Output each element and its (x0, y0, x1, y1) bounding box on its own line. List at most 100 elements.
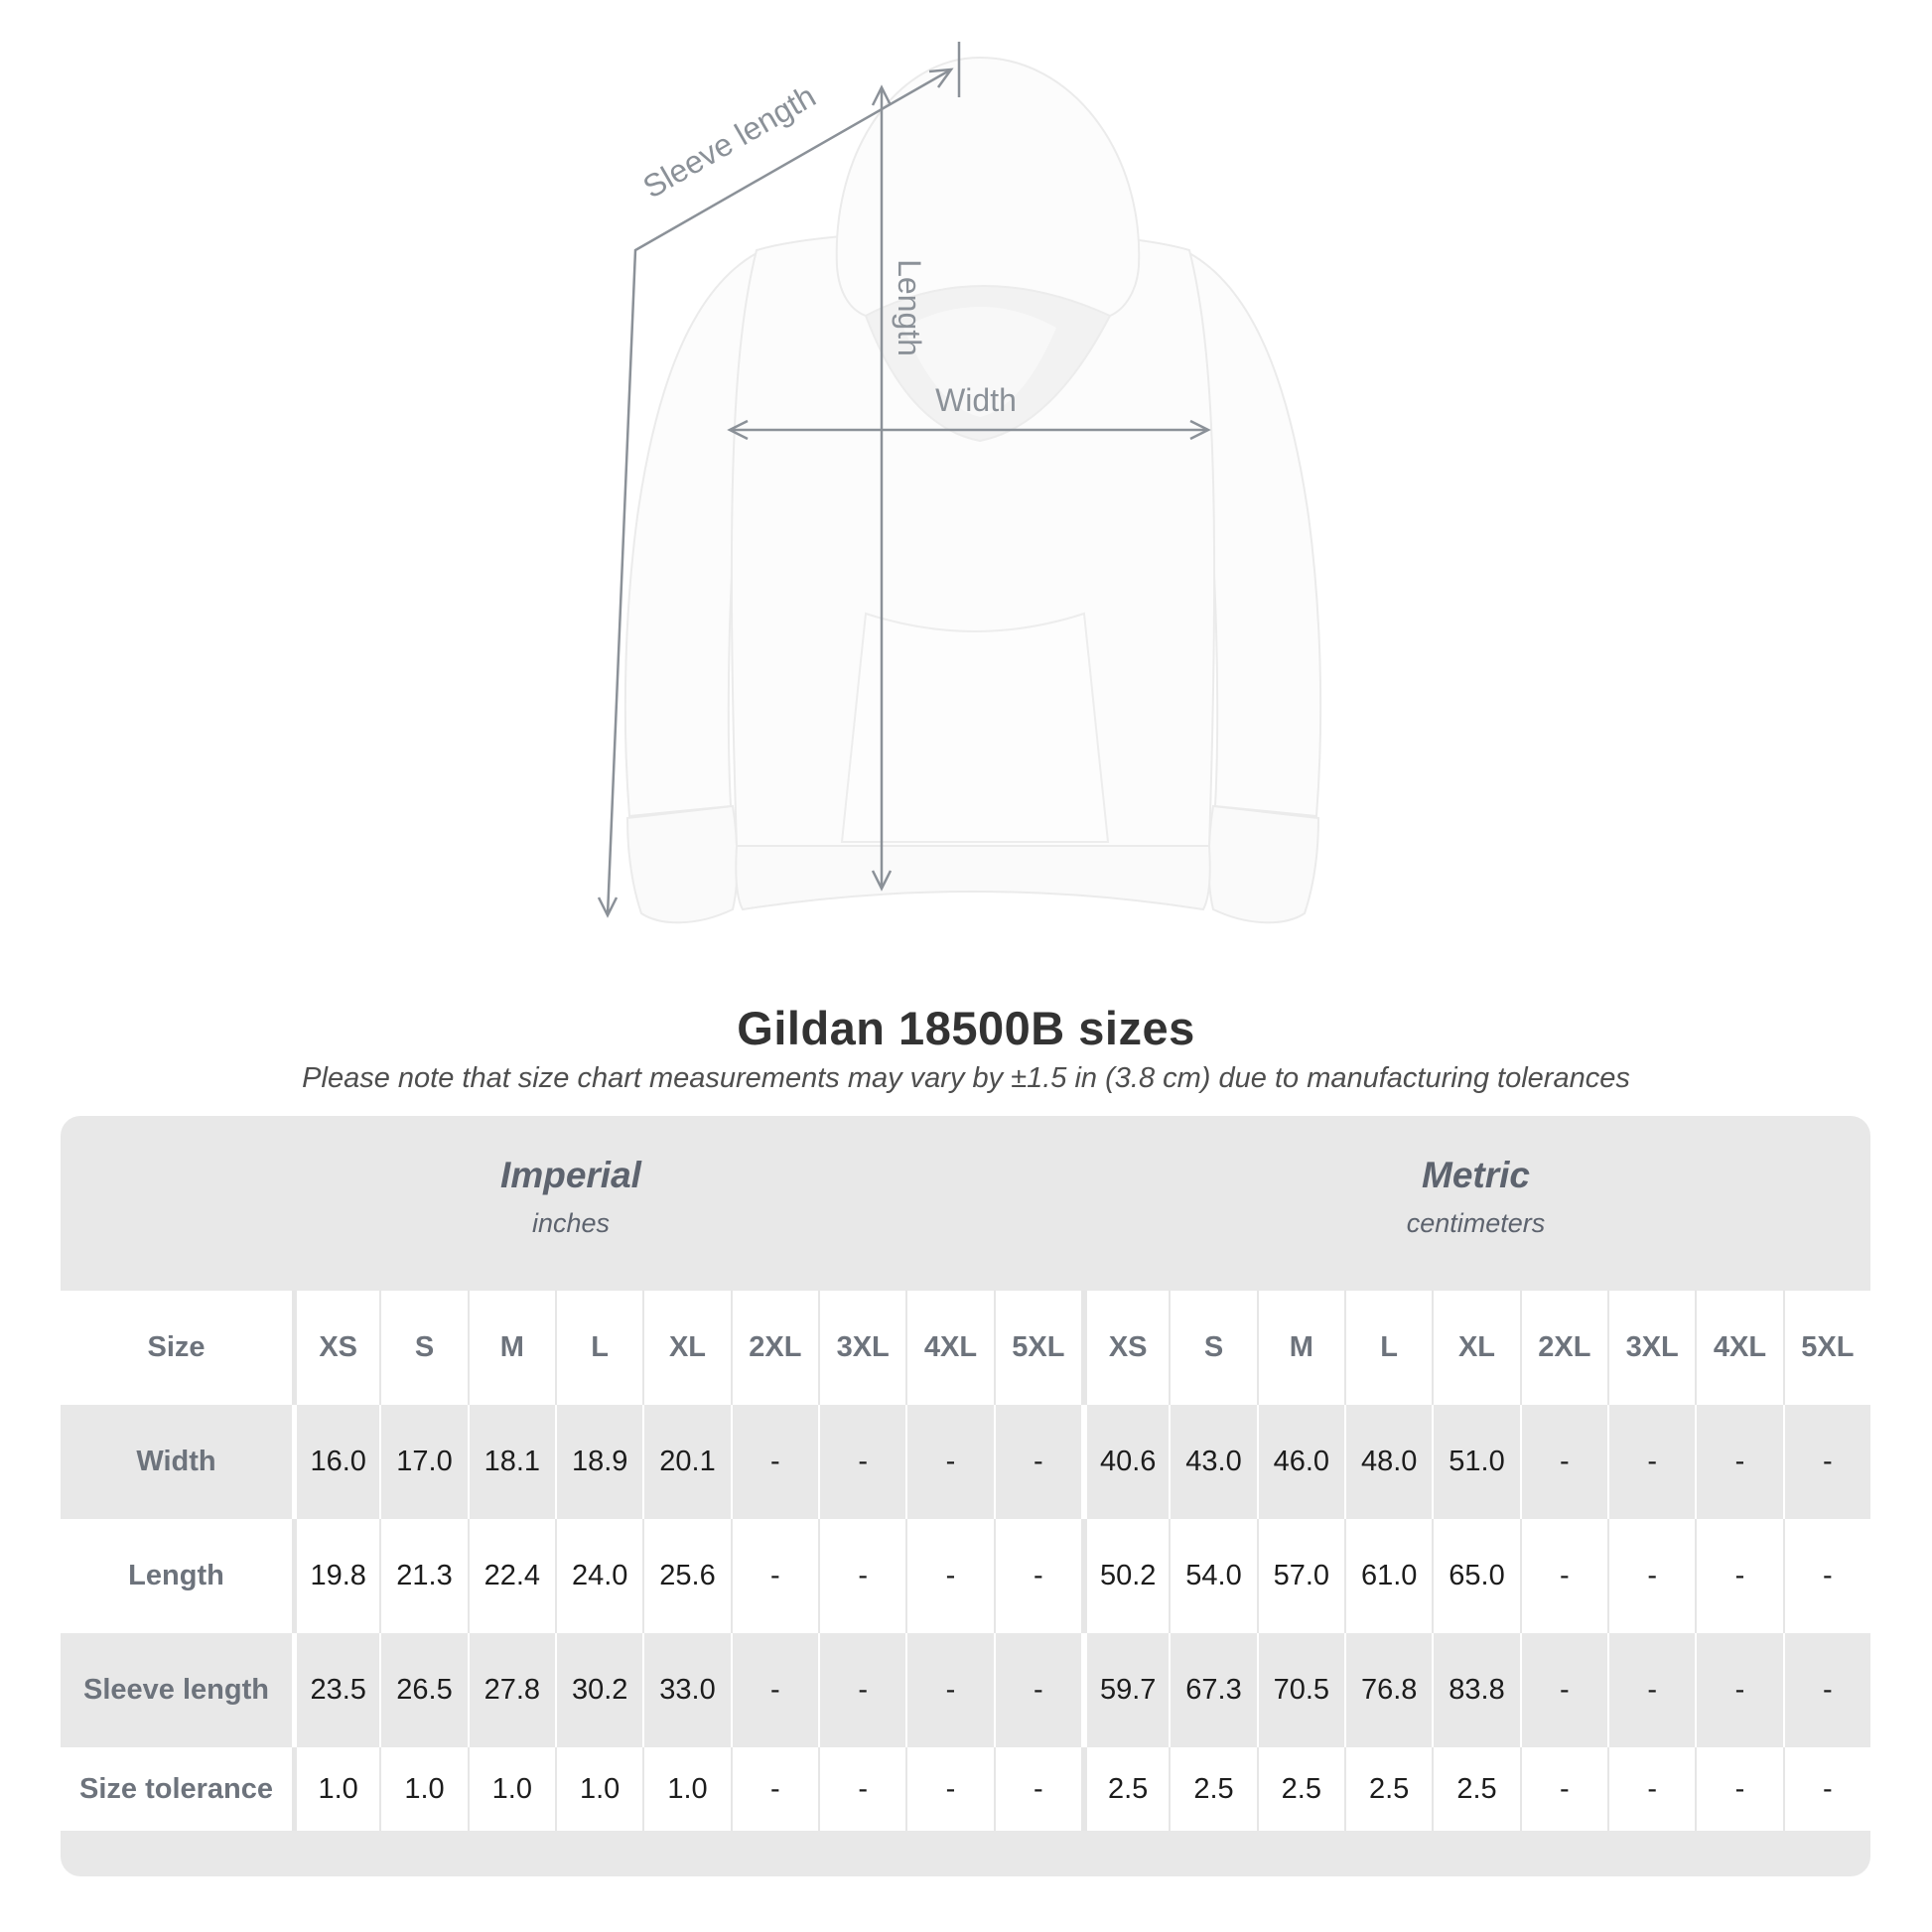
row-label: Length (128, 1560, 224, 1591)
size-value-cell: - (1607, 1633, 1695, 1747)
size-col-header: L (1344, 1291, 1432, 1405)
size-table-rows: Size XS S M L XL 2XL 3XL 4XL 5XL XS S M L XL 2XL 3XL 4XL 5… (61, 1291, 1870, 1831)
size-value-cell: 43.0 (1169, 1405, 1256, 1519)
size-value-cell: - (1782, 1405, 1870, 1519)
size-value-cell: 1.0 (555, 1747, 642, 1831)
size-value-cell: 1.0 (642, 1747, 730, 1831)
size-value-cell: 27.8 (467, 1633, 555, 1747)
size-value-cell: 30.2 (555, 1633, 642, 1747)
size-table: Imperial inches Metric centimeters Size X… (61, 1116, 1870, 1876)
size-value-cell: - (818, 1519, 905, 1633)
size-value-cell: 50.2 (1081, 1519, 1169, 1633)
hoodie-hem (735, 845, 1211, 911)
size-value-cell: - (993, 1747, 1081, 1831)
width-label: Width (935, 382, 1017, 418)
size-value-cell: - (905, 1519, 993, 1633)
size-value-cell: - (730, 1519, 818, 1633)
size-col-header: 2XL (1519, 1291, 1607, 1405)
size-value-cell: 2.5 (1081, 1747, 1169, 1831)
size-value-cell: 20.1 (642, 1405, 730, 1519)
size-col-header: 2XL (730, 1291, 818, 1405)
size-value-cell: 18.1 (467, 1405, 555, 1519)
size-value-cell: 83.8 (1432, 1633, 1519, 1747)
sleeve-length-label: Sleeve length (637, 77, 822, 205)
sleeve-length-arrowhead-top (928, 68, 954, 88)
size-value-cell: - (1607, 1405, 1695, 1519)
width-arrowhead-left (727, 419, 749, 441)
size-value-cell: 25.6 (642, 1519, 730, 1633)
size-value-cell: - (1782, 1747, 1870, 1831)
sleeve-length-arrowhead-bottom (597, 897, 619, 918)
size-value-cell: 16.0 (292, 1405, 379, 1519)
size-value-cell: - (1607, 1519, 1695, 1633)
hoodie-measurement-figure: Sleeve length Length Width (597, 42, 1322, 924)
size-value-cell: 19.8 (292, 1519, 379, 1633)
metric-section-header: Metric centimeters (1081, 1116, 1870, 1291)
size-value-cell: 2.5 (1256, 1747, 1344, 1831)
size-value-cell: - (905, 1633, 993, 1747)
size-value-cell: 67.3 (1169, 1633, 1256, 1747)
size-col-header: S (379, 1291, 467, 1405)
size-value-cell: - (993, 1633, 1081, 1747)
size-value-cell: 2.5 (1344, 1747, 1432, 1831)
size-value-cell: 40.6 (1081, 1405, 1169, 1519)
size-value-cell: - (818, 1405, 905, 1519)
size-value-cell: 46.0 (1256, 1405, 1344, 1519)
table-row: Sleeve length 23.5 26.5 27.8 30.2 33.0- - - -59.… (61, 1633, 1870, 1747)
size-value-cell: - (1695, 1747, 1782, 1831)
page-subtitle: Please note that size chart measurements… (302, 1062, 1630, 1094)
size-value-cell: - (1519, 1405, 1607, 1519)
size-value-cell: - (1782, 1633, 1870, 1747)
size-value-cell: - (1695, 1633, 1782, 1747)
sleeve-length-line (606, 68, 952, 916)
size-col-header: 3XL (818, 1291, 905, 1405)
size-value-cell: 70.5 (1256, 1633, 1344, 1747)
size-value-cell: 54.0 (1169, 1519, 1256, 1633)
table-row: Length 19.8 21.3 22.4 24.0 25.6- - - -50.2 54.0 57… (61, 1519, 1870, 1633)
table-row: Size tolerance 1.0 1.0 1.0 1.0 1.0- - - -2.5 2.5 2… (61, 1747, 1870, 1831)
size-value-cell: - (730, 1747, 818, 1831)
size-value-cell: 61.0 (1344, 1519, 1432, 1633)
metric-section-unit: centimeters (1406, 1207, 1546, 1238)
size-value-cell: 23.5 (292, 1633, 379, 1747)
size-value-cell: 59.7 (1081, 1633, 1169, 1747)
hoodie-hood-inner-panel (903, 307, 1056, 417)
page-title: Gildan 18500B sizes (737, 1002, 1195, 1054)
size-value-cell: 76.8 (1344, 1633, 1432, 1747)
size-value-cell: - (818, 1633, 905, 1747)
length-arrowhead-top (871, 84, 893, 106)
size-col-header: S (1169, 1291, 1256, 1405)
size-value-cell: 21.3 (379, 1519, 467, 1633)
length-arrowhead-bottom (871, 870, 893, 892)
size-value-cell: 1.0 (467, 1747, 555, 1831)
table-footer-band (61, 1831, 1870, 1876)
size-value-cell: 1.0 (379, 1747, 467, 1831)
size-value-cell: - (1695, 1405, 1782, 1519)
size-value-cell: - (1782, 1519, 1870, 1633)
size-col-header: 3XL (1607, 1291, 1695, 1405)
size-value-cell: 33.0 (642, 1633, 730, 1747)
row-label: Size tolerance (78, 1772, 274, 1805)
size-col-header: 5XL (1782, 1291, 1870, 1405)
hoodie-right-cuff (1207, 804, 1320, 924)
size-col-header: XS (1081, 1291, 1169, 1405)
row-label: Sleeve length (83, 1674, 269, 1706)
hoodie-figure-svg: Sleeve length Length Width (597, 42, 1322, 924)
size-col-header: XL (642, 1291, 730, 1405)
measurement-annotations (597, 42, 1211, 918)
size-value-cell: - (730, 1405, 818, 1519)
width-arrowhead-right (1189, 419, 1211, 441)
size-value-cell: 24.0 (555, 1519, 642, 1633)
length-label: Length (892, 259, 927, 356)
hoodie-pocket (840, 612, 1110, 843)
size-col-header: 4XL (905, 1291, 993, 1405)
size-value-cell: - (730, 1633, 818, 1747)
size-value-cell: 17.0 (379, 1405, 467, 1519)
size-value-cell: 2.5 (1169, 1747, 1256, 1831)
imperial-section-unit: inches (531, 1207, 611, 1238)
size-col-header: XS (292, 1291, 379, 1405)
size-col-header: XL (1432, 1291, 1519, 1405)
size-col-header: 4XL (1695, 1291, 1782, 1405)
size-col-header: M (1256, 1291, 1344, 1405)
size-value-cell: 18.9 (555, 1405, 642, 1519)
